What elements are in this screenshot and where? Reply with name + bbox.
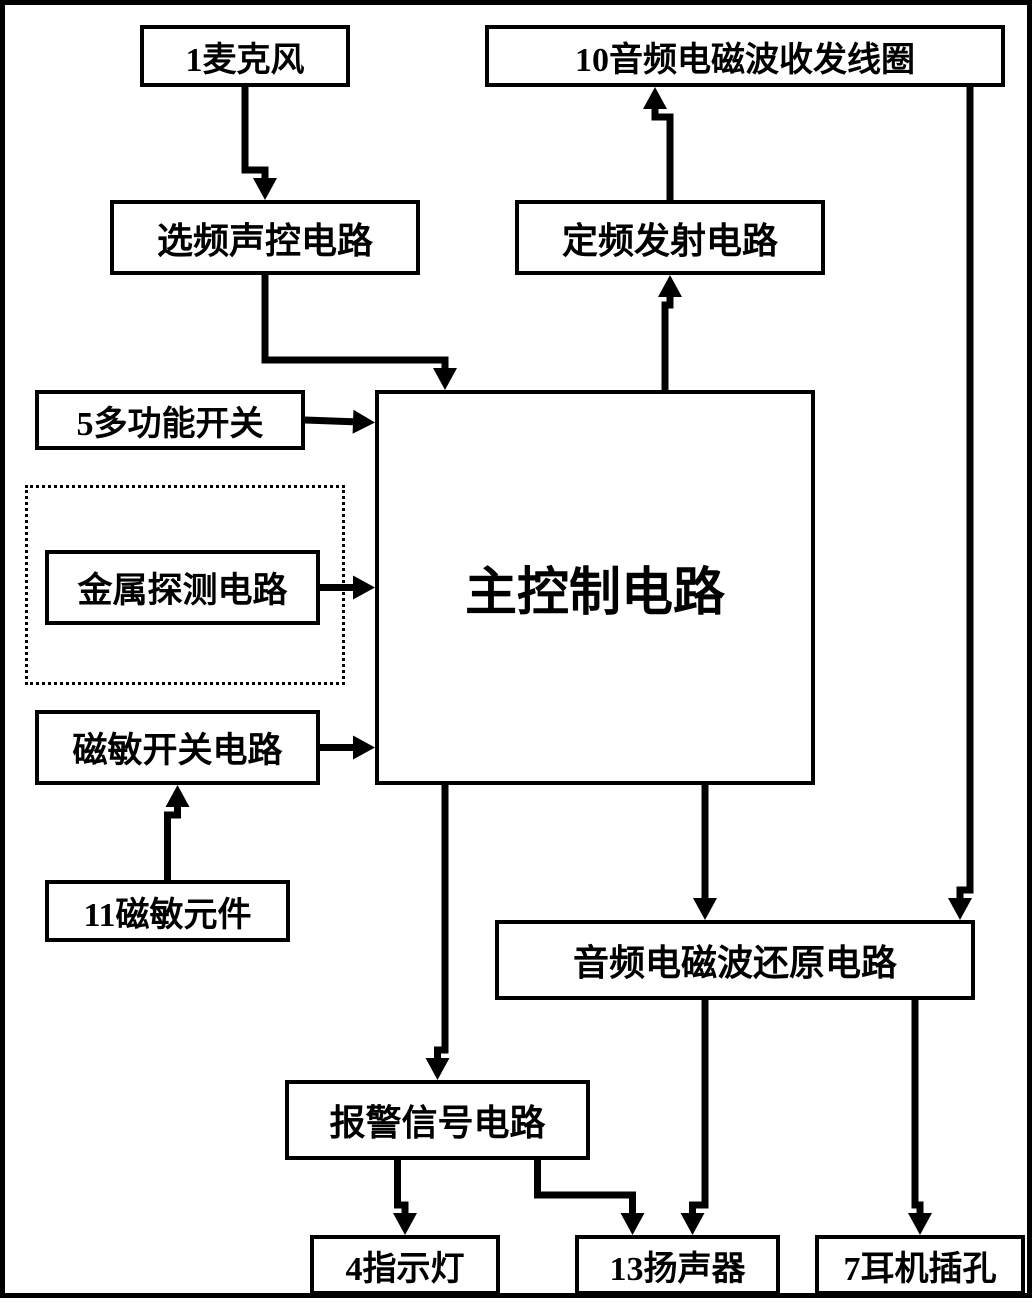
node-n13: 13扬声器 xyxy=(575,1235,780,1295)
node-fix: 定频发射电路 xyxy=(515,200,825,275)
node-aud: 音频电磁波还原电路 xyxy=(495,920,975,1000)
node-n10: 10音频电磁波收发线圈 xyxy=(485,25,1005,87)
node-met: 金属探测电路 xyxy=(45,550,320,625)
diagram-canvas: 1麦克风 10音频电磁波收发线圈选频声控电路 定频发射电路 5多功能开关金属探测电路磁… xyxy=(0,0,1032,1298)
node-n7: 7耳机插孔 xyxy=(815,1235,1025,1295)
node-n5: 5多功能开关 xyxy=(35,390,305,450)
node-n4: 4指示灯 xyxy=(310,1235,500,1295)
node-sel: 选频声控电路 xyxy=(110,200,420,275)
node-n1: 1麦克风 xyxy=(140,25,350,87)
node-mcu: 主控制电路 xyxy=(375,390,815,785)
node-mag: 磁敏开关电路 xyxy=(35,710,320,785)
node-n11: 11磁敏元件 xyxy=(45,880,290,942)
node-alm: 报警信号电路 xyxy=(285,1080,590,1160)
